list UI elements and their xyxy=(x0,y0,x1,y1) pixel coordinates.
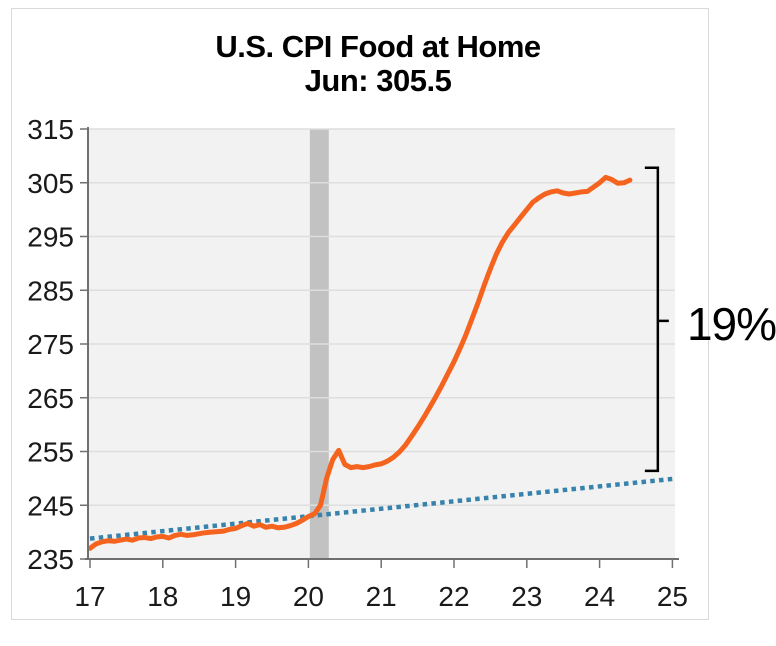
y-tick-label: 315 xyxy=(27,114,74,145)
x-tick-label: 25 xyxy=(657,581,688,612)
y-tick-label: 285 xyxy=(27,275,74,306)
cpi-series-line xyxy=(87,174,633,551)
x-tick-label: 20 xyxy=(293,581,324,612)
y-tick-label: 245 xyxy=(27,490,74,521)
y-tick-label: 275 xyxy=(27,329,74,360)
x-tick-label: 23 xyxy=(511,581,542,612)
y-tick-label: 265 xyxy=(27,383,74,414)
x-tick-label: 22 xyxy=(438,581,469,612)
y-tick-label: 295 xyxy=(27,222,74,253)
y-tick-label: 235 xyxy=(27,544,74,575)
x-tick-label: 19 xyxy=(220,581,251,612)
y-tick-label: 305 xyxy=(27,168,74,199)
y-tick-label: 255 xyxy=(27,437,74,468)
x-tick-label: 24 xyxy=(584,581,615,612)
trend-dotted-line xyxy=(89,476,673,541)
chart-frame xyxy=(11,8,709,620)
x-tick-label: 21 xyxy=(366,581,397,612)
bracket-annotation xyxy=(644,166,669,473)
percent-change-label: 19% xyxy=(687,298,776,350)
x-tick-label: 17 xyxy=(74,581,105,612)
x-tick-label: 18 xyxy=(147,581,178,612)
chart-title: U.S. CPI Food at Home xyxy=(215,29,541,64)
chart-subtitle: Jun: 305.5 xyxy=(304,63,452,98)
